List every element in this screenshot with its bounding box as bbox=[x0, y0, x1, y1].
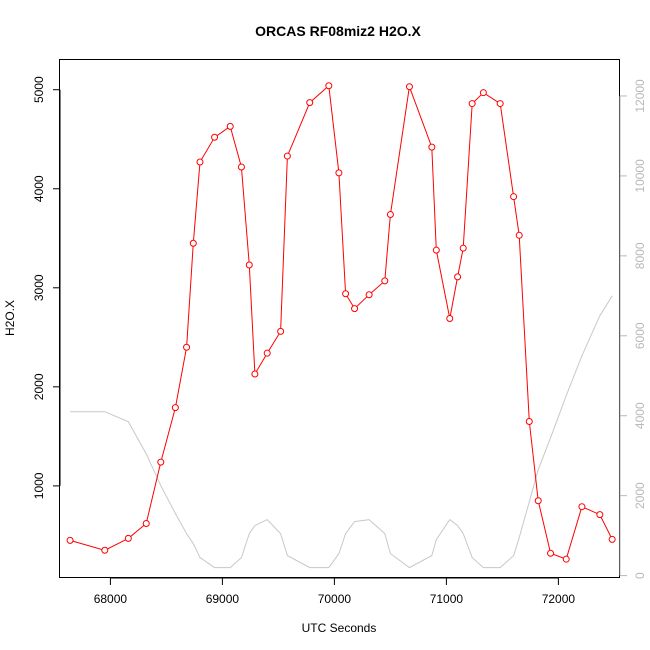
data-point bbox=[525, 418, 533, 426]
y2-tick-label: 2000 bbox=[633, 482, 647, 509]
x-tick-label: 71000 bbox=[430, 592, 464, 606]
data-point bbox=[365, 291, 373, 299]
y2-tick-label: 0 bbox=[633, 572, 647, 579]
data-point bbox=[306, 99, 314, 107]
data-point bbox=[510, 193, 518, 201]
data-point bbox=[351, 305, 359, 313]
data-point bbox=[277, 327, 285, 335]
series-line-left bbox=[69, 84, 613, 560]
y-tick-label: 3000 bbox=[32, 274, 46, 301]
data-point bbox=[183, 343, 191, 351]
data-point bbox=[534, 497, 542, 505]
y2-tick-label: 6000 bbox=[633, 322, 647, 349]
data-point bbox=[468, 100, 476, 108]
data-point bbox=[211, 133, 219, 141]
x-tick-label: 72000 bbox=[542, 592, 576, 606]
data-point bbox=[283, 152, 291, 160]
data-point bbox=[608, 535, 616, 543]
y-tick-label: 4000 bbox=[32, 175, 46, 202]
y-axis-left: 1000 2000 3000 4000 5000 bbox=[32, 76, 61, 499]
data-point bbox=[479, 89, 487, 97]
x-axis: 68000 69000 70000 71000 72000 bbox=[94, 577, 576, 606]
data-point bbox=[381, 277, 389, 285]
data-point bbox=[237, 163, 245, 171]
series-line-right bbox=[70, 295, 613, 569]
data-point bbox=[446, 315, 454, 323]
data-point bbox=[342, 290, 350, 298]
data-point bbox=[596, 511, 604, 519]
data-point bbox=[196, 158, 204, 166]
y-tick-label: 5000 bbox=[32, 76, 46, 103]
data-point bbox=[142, 520, 150, 528]
y-axis-label: H2O.X bbox=[3, 300, 17, 336]
data-point bbox=[547, 549, 555, 557]
x-tick-label: 69000 bbox=[206, 592, 240, 606]
data-point bbox=[245, 261, 253, 269]
data-point bbox=[124, 534, 132, 542]
x-axis-label: UTC Seconds bbox=[302, 621, 377, 635]
data-point bbox=[101, 546, 109, 554]
data-point bbox=[251, 370, 259, 378]
data-point bbox=[578, 503, 586, 511]
data-point bbox=[171, 404, 179, 412]
data-point bbox=[432, 246, 440, 254]
data-point bbox=[515, 231, 523, 239]
data-point bbox=[325, 82, 333, 90]
y-tick-label: 2000 bbox=[32, 373, 46, 400]
series-layer bbox=[66, 82, 616, 569]
data-point bbox=[428, 143, 436, 151]
chart-title: ORCAS RF08miz2 H2O.X bbox=[255, 23, 421, 39]
y2-tick-label: 12000 bbox=[633, 79, 647, 113]
y-axis-right: 0 2000 4000 6000 8000 10000 12000 bbox=[619, 79, 647, 579]
data-point bbox=[66, 536, 74, 544]
data-point bbox=[405, 83, 413, 91]
data-point bbox=[459, 244, 467, 252]
y-tick-label: 1000 bbox=[32, 472, 46, 499]
x-tick-label: 68000 bbox=[94, 592, 128, 606]
x-tick-label: 70000 bbox=[318, 592, 352, 606]
data-point bbox=[335, 169, 343, 177]
y2-tick-label: 4000 bbox=[633, 402, 647, 429]
data-point bbox=[226, 122, 234, 130]
data-point bbox=[496, 100, 504, 108]
y2-tick-label: 10000 bbox=[633, 159, 647, 193]
data-point bbox=[263, 349, 271, 357]
data-point bbox=[189, 239, 197, 247]
data-point bbox=[157, 458, 165, 466]
data-point bbox=[562, 555, 570, 563]
y2-tick-label: 8000 bbox=[633, 242, 647, 269]
data-point bbox=[454, 273, 462, 281]
data-point bbox=[386, 211, 394, 219]
